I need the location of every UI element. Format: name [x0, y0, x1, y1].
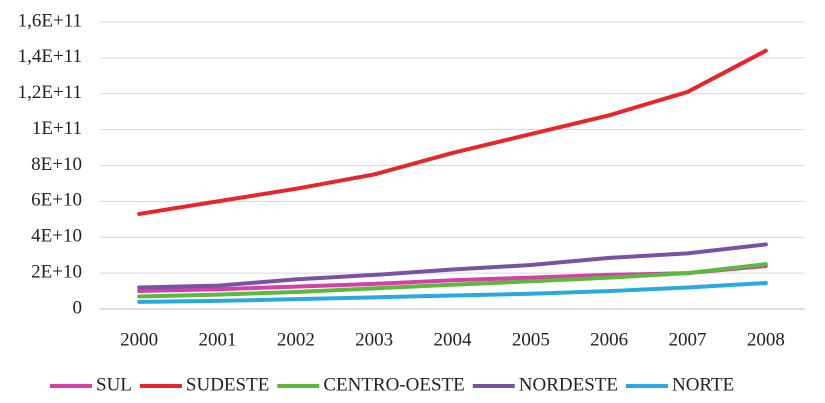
legend-label: NORTE — [672, 374, 734, 395]
y-tick-label: 8E+10 — [31, 154, 82, 175]
y-tick-label: 4E+10 — [31, 226, 82, 247]
x-tick-label: 2008 — [747, 329, 785, 350]
series-line — [137, 262, 768, 299]
y-tick-label: 1E+11 — [32, 118, 82, 139]
x-tick-label: 2006 — [590, 329, 628, 350]
y-tick-label: 6E+10 — [31, 190, 82, 211]
x-tick-label: 2001 — [199, 329, 237, 350]
legend-label: SUDESTE — [186, 374, 269, 395]
legend-label: NORDESTE — [519, 374, 618, 395]
y-tick-label: 2E+10 — [31, 261, 82, 282]
x-tick-label: 2002 — [277, 329, 315, 350]
x-tick-label: 2000 — [120, 329, 158, 350]
x-tick-label: 2007 — [669, 329, 707, 350]
series-line — [137, 48, 768, 216]
series-line — [137, 242, 768, 290]
y-tick-label: 1,6E+11 — [18, 10, 82, 31]
y-tick-label: 1,2E+11 — [18, 82, 82, 103]
x-tick-label: 2003 — [355, 329, 393, 350]
x-tick-label: 2004 — [434, 329, 473, 350]
series-line — [137, 280, 768, 304]
y-tick-label: 0 — [73, 297, 83, 318]
x-tick-label: 2005 — [512, 329, 550, 350]
y-tick-label: 1,4E+11 — [18, 46, 82, 67]
legend-label: CENTRO-OESTE — [323, 374, 464, 395]
legend-label: SUL — [96, 374, 132, 395]
